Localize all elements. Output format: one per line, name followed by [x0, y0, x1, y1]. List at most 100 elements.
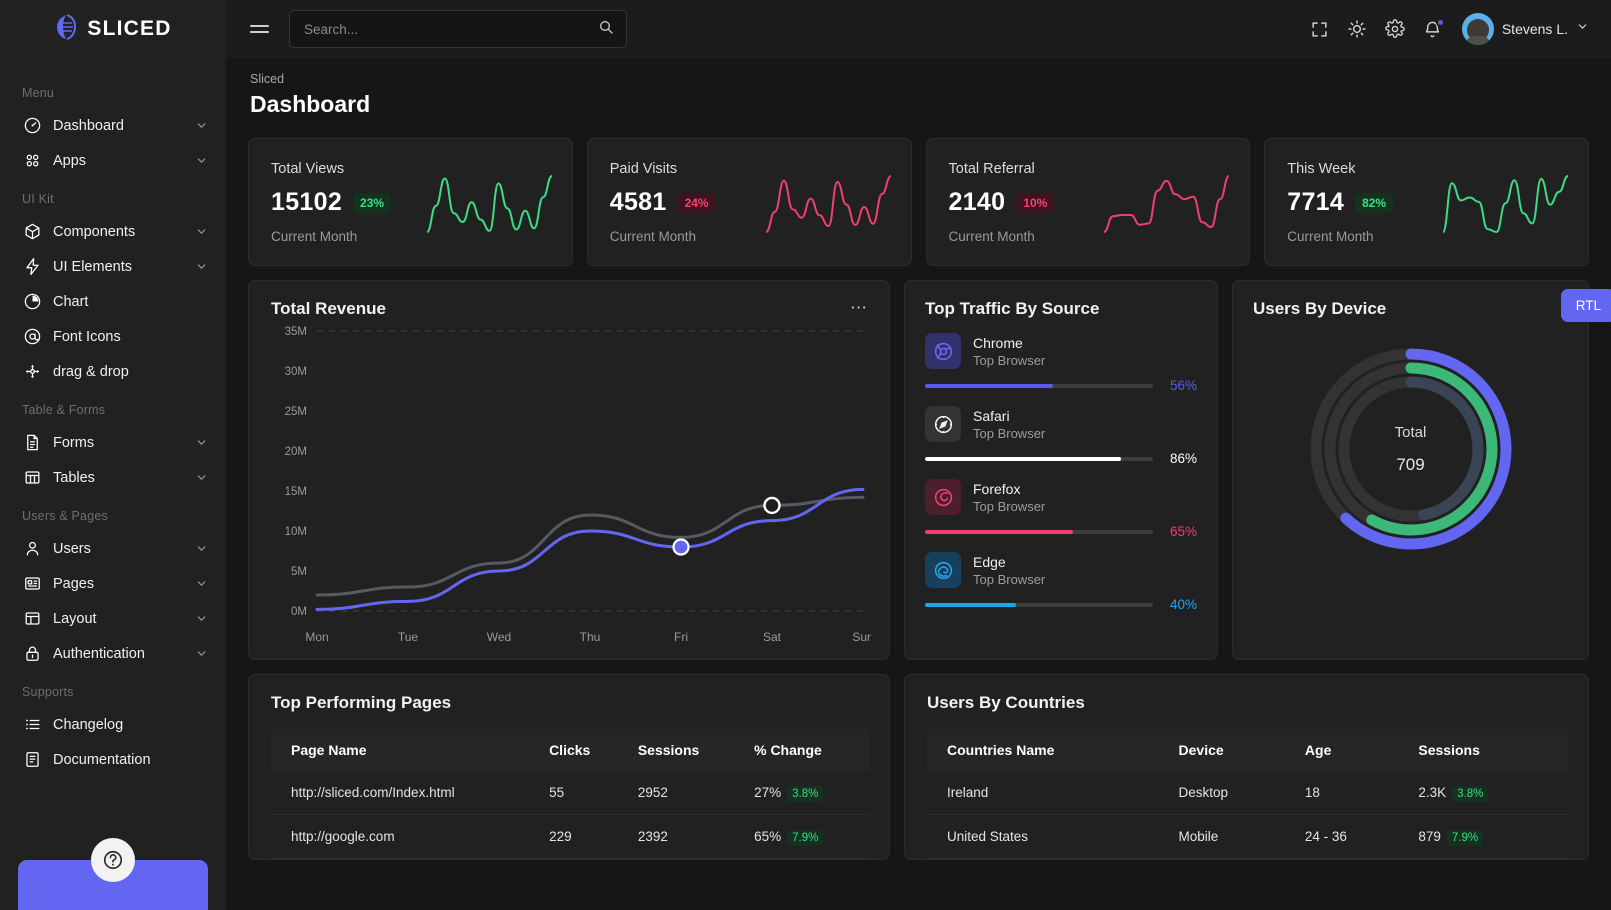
traffic-item-head: Forefox Top Browser — [925, 479, 1197, 515]
sidebar-section-title: Supports — [22, 685, 74, 699]
chevron-down-icon[interactable] — [195, 260, 208, 273]
sun-icon[interactable] — [1347, 19, 1367, 39]
sidebar-item-font-icons[interactable]: Font Icons — [0, 319, 226, 354]
hamburger-icon[interactable] — [246, 21, 273, 37]
search-box[interactable] — [289, 10, 627, 48]
sidebar-item-ui-elements[interactable]: UI Elements — [0, 249, 226, 284]
page-icon — [22, 574, 42, 594]
brand-logo[interactable]: SLICED — [0, 0, 226, 58]
stat-subtitle: Current Month — [271, 229, 358, 244]
chevron-down-icon[interactable] — [195, 577, 208, 590]
traffic-percent-label: 40% — [1169, 597, 1197, 612]
gear-icon[interactable] — [1385, 19, 1405, 39]
user-avatar — [1461, 13, 1494, 45]
traffic-percent-label: 65% — [1169, 524, 1197, 539]
sidebar-item-chart[interactable]: Chart — [0, 284, 226, 319]
chevron-down-icon[interactable] — [195, 647, 208, 660]
sidebar-item-label: Pages — [53, 575, 95, 592]
main-area: Stevens L. Sliced Dashboard Total Views 1… — [226, 0, 1611, 910]
stat-value-row: 2140 10% — [949, 188, 1055, 217]
stat-value: 4581 — [609, 188, 667, 216]
chevron-down-icon[interactable] — [195, 225, 208, 238]
y-axis-tick-label: 5M — [291, 566, 307, 578]
donut-ring-ring-inner[interactable] — [1338, 376, 1483, 522]
stat-change-badge: 24% — [677, 192, 716, 213]
table-row[interactable]: http://google.com 229 2392 65% 7.9% — [271, 814, 869, 859]
sidebar-section-title: Table & Forms — [22, 403, 106, 417]
sidebar-item-users[interactable]: Users — [0, 531, 226, 566]
users-by-device-card: Users By Device RTL Total 709 — [1232, 280, 1611, 660]
sliced-logo-icon — [54, 13, 78, 45]
help-circle-icon[interactable] — [91, 838, 135, 882]
chevron-down-icon[interactable] — [195, 436, 208, 449]
traffic-source-sub: Top Browser — [973, 425, 1046, 441]
data-point-marker[interactable] — [763, 496, 781, 515]
table-column-header: % Change — [742, 729, 869, 771]
sidebar-item-drag-drop[interactable]: drag & drop — [0, 354, 226, 389]
table-cell: 55 — [537, 771, 626, 815]
stat-card: Total Referral 2140 10% Current Month — [925, 138, 1251, 266]
countries-table: Countries Name Device Age Sessions Ireland D… — [927, 729, 1568, 859]
traffic-source-sub: Top Browser — [973, 352, 1046, 368]
user-menu[interactable]: Stevens L. — [1461, 13, 1589, 45]
fullscreen-icon[interactable] — [1310, 20, 1329, 39]
table-row[interactable]: United States Mobile 24 - 36 879 7.9% — [927, 814, 1568, 859]
sidebar-item-apps[interactable]: Apps — [0, 143, 226, 178]
search-input[interactable] — [304, 21, 598, 37]
chevron-down-icon[interactable] — [195, 612, 208, 625]
y-axis-tick-label: 10M — [285, 526, 307, 538]
table-row[interactable]: http://sliced.com/Index.html 55 2952 27% 3.8… — [271, 771, 869, 815]
table-column-header: Page Name — [271, 729, 538, 771]
chevron-down-icon[interactable] — [1576, 20, 1589, 38]
rtl-toggle-button[interactable]: RTL — [1560, 289, 1611, 322]
delta-badge: 7.9% — [787, 830, 824, 846]
sidebar-item-changelog[interactable]: Changelog — [0, 707, 226, 742]
sidebar-item-tables[interactable]: Tables — [0, 460, 226, 495]
sidebar-item-dashboard[interactable]: Dashboard — [0, 108, 226, 143]
sidebar-item-documentation[interactable]: Documentation — [0, 742, 226, 777]
progress-bar-fill — [925, 602, 1017, 607]
card-title: Top Performing Pages — [271, 693, 452, 712]
sidebar-item-pages[interactable]: Pages — [0, 566, 226, 601]
table-cell: 2.3K 3.8% — [1406, 771, 1568, 815]
sidebar-item-label: Users — [53, 540, 91, 557]
table-column-header: Sessions — [625, 729, 743, 771]
sidebar-item-components[interactable]: Components — [0, 214, 226, 249]
brand-name: SLICED — [87, 17, 172, 40]
stat-sparkline — [1054, 161, 1230, 265]
data-point-marker[interactable] — [672, 538, 690, 556]
stat-subtitle: Current Month — [948, 229, 1035, 244]
sidebar-item-label: Chart — [53, 293, 89, 310]
y-axis-tick-label: 20M — [285, 446, 307, 458]
more-horizontal-icon[interactable]: ⋯ — [850, 298, 869, 317]
sidebar-item-layout[interactable]: Layout — [0, 601, 226, 636]
chevron-down-icon[interactable] — [195, 154, 208, 167]
donut-ring-ring-outer[interactable] — [1310, 348, 1511, 550]
table-column-header: Age — [1292, 729, 1407, 771]
y-axis-tick-label: 35M — [285, 326, 307, 338]
sidebar-item-forms[interactable]: Forms — [0, 425, 226, 460]
table-cell: http://sliced.com/Index.html — [271, 771, 538, 815]
delta-badge: 3.8% — [1452, 786, 1489, 802]
layout-icon — [22, 609, 42, 629]
traffic-item-labels: Edge Top Browser — [973, 554, 1045, 587]
traffic-item-labels: Chrome Top Browser — [973, 335, 1045, 368]
table-row[interactable]: Ireland Desktop 18 2.3K 3.8% — [927, 771, 1568, 815]
chevron-down-icon[interactable] — [195, 542, 208, 555]
sidebar-item-authentication[interactable]: Authentication — [0, 636, 226, 671]
edge-icon — [925, 552, 961, 588]
chevron-down-icon[interactable] — [195, 471, 208, 484]
stat-sparkline — [391, 161, 552, 265]
traffic-progress-row: 65% — [925, 524, 1197, 539]
sidebar-promo-card[interactable] — [18, 838, 208, 910]
bell-icon[interactable] — [1423, 17, 1445, 39]
table-icon — [22, 468, 42, 488]
sidebar-item-label: Font Icons — [53, 328, 121, 345]
search-icon[interactable] — [598, 19, 614, 40]
chevron-down-icon[interactable] — [195, 119, 208, 132]
breadcrumb[interactable]: Sliced — [250, 72, 285, 86]
user-name: Stevens L. — [1501, 21, 1568, 37]
page-title: Dashboard — [250, 91, 371, 117]
donut-ring-ring-middle[interactable] — [1324, 362, 1497, 536]
